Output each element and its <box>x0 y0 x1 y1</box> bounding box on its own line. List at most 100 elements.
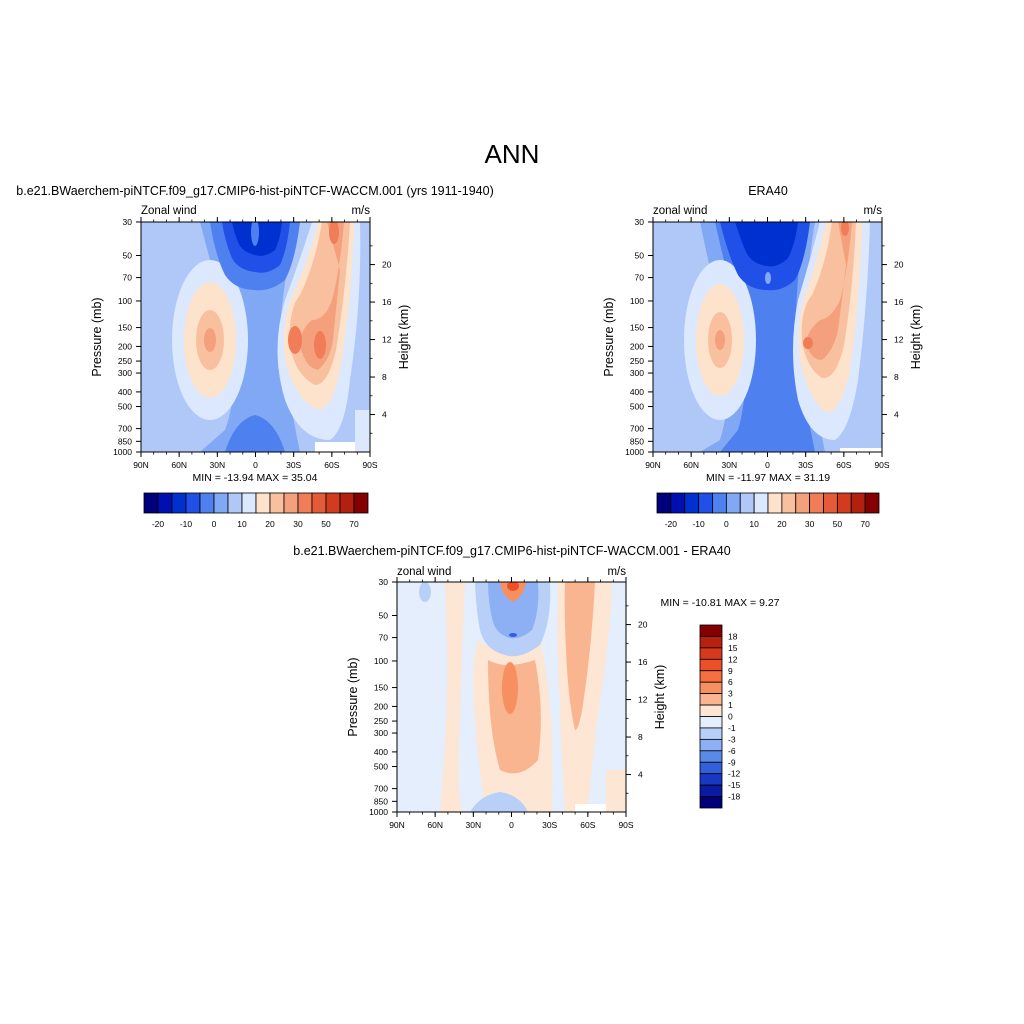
panel-era40-colorbar: -20 -10 0 10 20 30 50 70 <box>656 492 880 529</box>
y-tick-label: 70 <box>635 273 645 283</box>
colorbar-label: 50 <box>833 519 843 529</box>
contour-easterly-gap <box>251 222 259 246</box>
contour-sh-jet-core <box>803 337 813 349</box>
contour-antarctic <box>355 410 370 452</box>
y-tick-label: 200 <box>374 701 388 711</box>
y-tick-label: 700 <box>630 424 644 434</box>
panel-model: b.e21.BWaerchem-piNTCF.f09_g17.CMIP6-his… <box>16 184 493 529</box>
y2-tick-label: 8 <box>894 372 899 382</box>
x-tick-label: 90N <box>389 820 405 830</box>
y-tick-label: 50 <box>635 251 645 261</box>
y-tick-label: 250 <box>118 356 132 366</box>
panel-model-left-label: Zonal wind <box>141 205 197 217</box>
y-tick-label: 1000 <box>369 807 388 817</box>
panel-model-axes: 90N 60N 30N 0 30S 60S 90S 30 50 70 100 150 200 250 300… <box>113 217 392 470</box>
y-tick-label: 100 <box>118 296 132 306</box>
y-tick-label: 850 <box>630 436 644 446</box>
colorbar-swatch <box>656 492 672 514</box>
contour-neg-strat-2 <box>488 582 539 639</box>
colorbar-label: 70 <box>349 519 359 529</box>
x-tick-label: 0 <box>509 820 514 830</box>
colorbar-label: 0 <box>728 712 733 722</box>
colorbar-label: 1 <box>728 700 733 710</box>
x-tick-label: 60N <box>171 460 187 470</box>
colorbar-label: -18 <box>728 792 741 802</box>
colorbar-swatch <box>269 492 285 514</box>
colorbar-swatch <box>699 738 723 752</box>
panel-diff-ylabel: Pressure (mb) <box>346 657 360 736</box>
colorbar-swatch <box>143 492 159 514</box>
y2-tick-label: 20 <box>382 260 392 270</box>
y2-tick-label: 12 <box>638 695 648 705</box>
x-tick-label: 30N <box>722 460 738 470</box>
colorbar-label: 6 <box>728 677 733 687</box>
x-tick-label: 30S <box>286 460 301 470</box>
y-tick-label: 700 <box>118 424 132 434</box>
colorbar-swatch <box>699 624 723 637</box>
panel-era40-right-label: m/s <box>863 205 882 217</box>
contour-neg-strat-core <box>509 633 517 637</box>
colorbar-label: 10 <box>749 519 759 529</box>
colorbar-swatch <box>171 492 187 514</box>
colorbar-label: -3 <box>728 734 736 744</box>
panel-model-colorbar: -20 -10 0 10 20 30 50 70 <box>143 492 369 529</box>
colorbar-swatch <box>199 492 215 514</box>
y2-tick-label: 4 <box>638 770 643 780</box>
y-tick-label: 700 <box>374 784 388 794</box>
panel-model-field <box>141 222 370 452</box>
y2-tick-label: 8 <box>382 372 387 382</box>
x-tick-label: 90N <box>133 460 149 470</box>
x-tick-label: 0 <box>765 460 770 470</box>
colorbar-swatch <box>699 681 723 695</box>
contour-pos-top <box>500 582 526 602</box>
colorbar-swatch <box>325 492 341 514</box>
contour-pos-top-core <box>507 582 519 591</box>
colorbar-label: 70 <box>860 519 870 529</box>
y-tick-label: 150 <box>630 323 644 333</box>
y-tick-label: 400 <box>630 387 644 397</box>
colorbar-swatch <box>850 492 866 514</box>
y2-tick-label: 8 <box>638 732 643 742</box>
contour-strat-core <box>329 222 339 244</box>
y-tick-label: 850 <box>118 436 132 446</box>
x-tick-label: 60N <box>683 460 699 470</box>
colorbar-swatch <box>311 492 327 514</box>
y-tick-label: 300 <box>118 368 132 378</box>
colorbar-swatch <box>699 670 723 683</box>
y-tick-label: 100 <box>374 656 388 666</box>
colorbar-swatch <box>297 492 313 514</box>
colorbar-label: -20 <box>152 519 165 529</box>
panel-diff-stats: MIN = -10.81 MAX = 9.27 <box>660 597 779 609</box>
colorbar-swatch <box>781 492 797 514</box>
contour-neg-surface <box>470 792 528 812</box>
y2-tick-label: 12 <box>894 335 904 345</box>
colorbar-label: 30 <box>805 519 815 529</box>
y-tick-label: 500 <box>630 402 644 412</box>
colorbar-swatch <box>699 716 723 729</box>
colorbar-swatch <box>699 636 723 649</box>
y-tick-label: 70 <box>123 273 133 283</box>
contour-blank-topography <box>315 442 370 452</box>
colorbar-swatch <box>739 492 755 514</box>
panel-diff-right-label: m/s <box>607 566 626 578</box>
panel-model-title: b.e21.BWaerchem-piNTCF.f09_g17.CMIP6-his… <box>16 184 493 198</box>
y2-tick-label: 4 <box>382 410 387 420</box>
colorbar-swatch <box>864 492 880 514</box>
colorbar-swatch <box>699 750 723 763</box>
contour-sh-jet-core-2 <box>314 331 326 359</box>
x-tick-label: 90S <box>874 460 889 470</box>
contour-pos-right-2 <box>564 582 595 730</box>
x-tick-label: 30N <box>466 820 482 830</box>
x-tick-label: 60N <box>427 820 443 830</box>
colorbar-label: -12 <box>728 769 741 779</box>
x-tick-label: 60S <box>324 460 339 470</box>
panel-era40-axes: 90N 60N 30N 0 30S 60S 90S 30 50 70 100 150 200 250 300… <box>625 217 904 470</box>
panel-diff-field <box>397 582 626 812</box>
colorbar-label: 9 <box>728 666 733 676</box>
colorbar-label: -10 <box>180 519 193 529</box>
colorbar-swatch <box>698 492 713 514</box>
panel-era40-field <box>653 222 882 452</box>
panel-era40-ylabel: Pressure (mb) <box>602 297 616 376</box>
colorbar-swatch <box>241 492 257 514</box>
